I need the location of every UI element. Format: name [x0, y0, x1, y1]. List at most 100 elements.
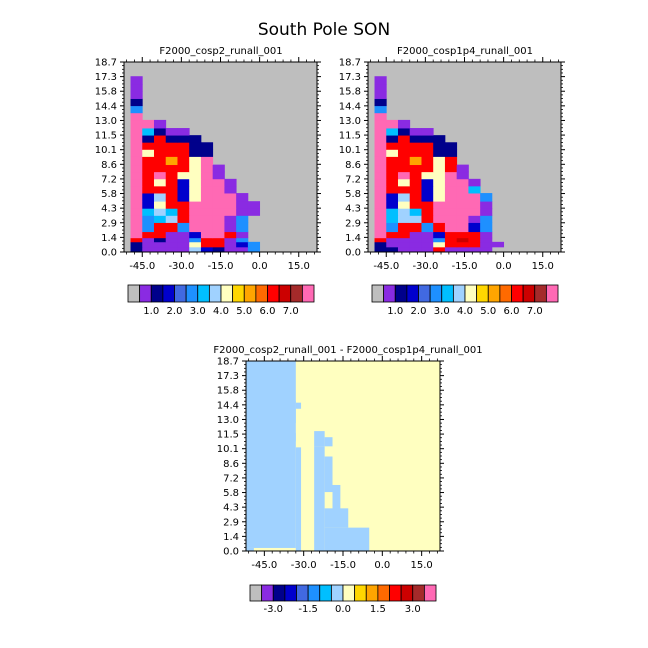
- colorbar-swatch: [412, 584, 425, 602]
- heatmap-cell: [456, 201, 469, 209]
- heatmap-cell: [397, 201, 411, 209]
- heatmap-cell: [177, 231, 190, 239]
- heatmap-cell: [444, 149, 458, 157]
- heatmap-cell: [374, 178, 387, 187]
- heatmap-cell: [374, 149, 387, 157]
- heatmap-cell: [142, 119, 155, 129]
- heatmap-cell: [444, 215, 458, 223]
- heatmap-cell: [177, 128, 190, 136]
- heatmap-cell: [153, 201, 167, 209]
- heatmap-cell: [153, 215, 167, 223]
- heatmap-cell: [409, 149, 422, 157]
- heatmap-cell: [386, 178, 399, 187]
- colorbar-swatch: [220, 284, 234, 303]
- heatmap-cell: [374, 164, 387, 173]
- heatmap-cell: [165, 178, 178, 187]
- heatmap-cell: [200, 237, 214, 243]
- heatmap-cell: [165, 156, 178, 166]
- y-tick-label: 2.9: [345, 218, 361, 229]
- y-tick-label: 4.3: [345, 204, 361, 215]
- heatmap-cell: [189, 246, 202, 252]
- heatmap-cell: [397, 128, 411, 136]
- x-tick-label: -45.0: [373, 261, 399, 272]
- colorbar-label: 3.0: [405, 604, 421, 615]
- y-tick-label: 11.5: [339, 131, 361, 142]
- heatmap-cell: [386, 171, 399, 180]
- colorbar-swatch: [499, 284, 512, 303]
- heatmap-cell: [444, 241, 458, 248]
- heatmap-cell: [177, 246, 190, 252]
- heatmap-cell: [397, 246, 411, 252]
- heatmap-cell: [456, 246, 469, 252]
- heatmap-cell: [130, 178, 143, 187]
- heatmap-cell: [374, 128, 387, 136]
- heatmap-cell: [142, 185, 155, 194]
- heatmap-cell: [433, 178, 446, 187]
- heatmap-cell: [409, 142, 422, 150]
- colorbar-swatch: [406, 284, 419, 303]
- colorbar-label: 7.0: [283, 306, 299, 317]
- heatmap-cell: [153, 193, 167, 202]
- x-tick-label: 15.0: [532, 261, 554, 272]
- y-tick-label: 5.8: [101, 189, 117, 200]
- heatmap-cell: [444, 164, 458, 173]
- heatmap-cell: [397, 185, 411, 194]
- heatmap-cell: [165, 135, 178, 143]
- colorbar-swatch: [377, 584, 390, 602]
- heatmap-cell: [433, 231, 446, 239]
- heatmap-cell: [421, 208, 434, 216]
- heatmap-cell: [421, 178, 434, 187]
- heatmap-cell: [153, 208, 167, 216]
- heatmap-cell: [189, 185, 202, 194]
- y-tick-label: 10.1: [95, 145, 117, 156]
- heatmap-cell: [468, 246, 481, 252]
- colorbar-label: 3.0: [434, 306, 450, 317]
- heatmap-cell: [480, 222, 493, 233]
- heatmap-cell: [142, 142, 155, 150]
- plot-area: [368, 62, 561, 252]
- heatmap-cell: [397, 231, 411, 239]
- heatmap-cell: [212, 215, 225, 223]
- heatmap-cell: [224, 246, 237, 252]
- colorbar-swatch: [249, 584, 263, 602]
- heatmap-cell: [130, 237, 143, 243]
- diff-region: [324, 527, 370, 551]
- y-tick-label: 14.4: [217, 400, 239, 411]
- heatmap-cell: [224, 208, 237, 216]
- heatmap-cell: [397, 193, 411, 202]
- panel-title: F2000_cosp2_runall_001 - F2000_cosp1p4_r…: [213, 345, 482, 356]
- heatmap-cell: [177, 142, 190, 150]
- colorbar-swatch: [487, 284, 501, 303]
- heatmap-cell: [456, 178, 469, 187]
- heatmap-cell: [480, 193, 493, 202]
- y-tick-label: 18.7: [95, 58, 117, 69]
- heatmap-cell: [142, 222, 155, 233]
- heatmap-cell: [433, 171, 446, 180]
- heatmap-cell: [165, 241, 178, 248]
- y-tick-label: 8.6: [223, 459, 239, 470]
- heatmap-cell: [374, 231, 387, 239]
- heatmap-cell: [142, 164, 155, 173]
- heatmap-cell: [189, 215, 202, 223]
- heatmap-cell: [200, 142, 214, 150]
- heatmap-cell: [374, 201, 387, 209]
- heatmap-cell: [212, 231, 225, 239]
- heatmap-cell: [177, 149, 190, 157]
- diff-region: [324, 437, 333, 447]
- heatmap-cell: [433, 193, 446, 202]
- heatmap-cell: [456, 208, 469, 216]
- heatmap-cell: [444, 178, 458, 187]
- colorbar-label: -3.0: [263, 604, 283, 615]
- heatmap-cell: [130, 171, 143, 180]
- heatmap-cell: [130, 246, 143, 252]
- heatmap-cell: [224, 222, 237, 233]
- heatmap-cell: [456, 193, 469, 202]
- colorbar-swatch: [307, 584, 321, 602]
- x-tick-label: -30.0: [412, 261, 438, 272]
- heatmap-cell: [224, 231, 237, 239]
- heatmap-cell: [468, 231, 481, 239]
- heatmap-cell: [386, 193, 399, 202]
- heatmap-cell: [236, 193, 249, 202]
- heatmap-cell: [433, 208, 446, 216]
- heatmap-cell: [142, 193, 155, 202]
